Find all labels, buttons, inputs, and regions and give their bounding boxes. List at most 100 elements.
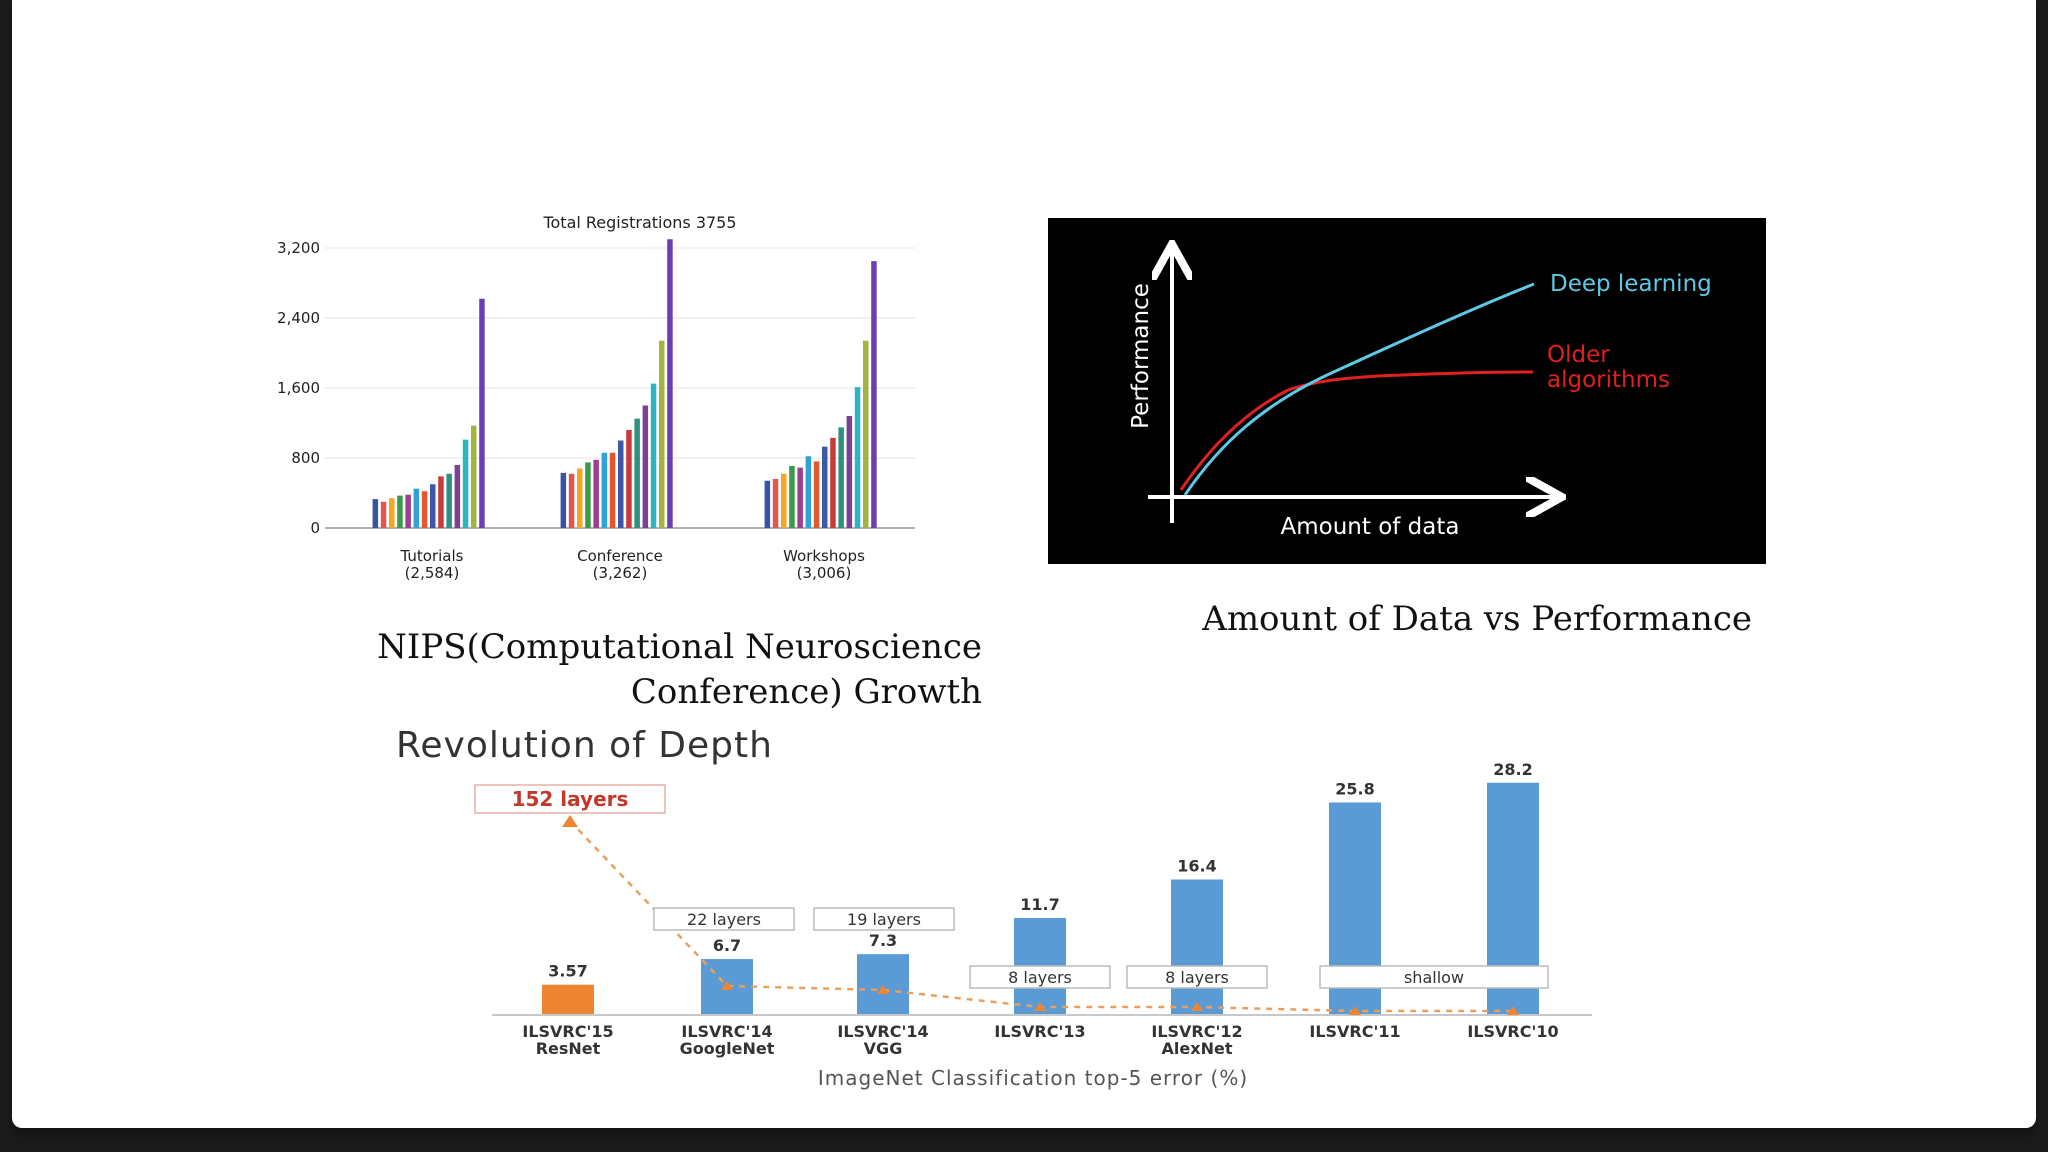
x-category-total: (3,262)	[593, 564, 648, 582]
x-subcategory-label: ResNet	[536, 1039, 601, 1058]
y-tick-label: 1,600	[277, 379, 320, 397]
layer-label: 152 layers	[512, 787, 629, 811]
x-axis-label: Amount of data	[1281, 514, 1460, 540]
bar	[454, 465, 461, 528]
bar	[446, 473, 452, 528]
older-algorithms-line	[1179, 370, 1534, 491]
bar	[542, 984, 594, 1014]
bar-value-label: 7.3	[869, 931, 897, 950]
bar-value-label: 3.57	[548, 962, 587, 981]
bar	[764, 480, 771, 528]
bar	[618, 440, 624, 528]
x-subcategory-label: VGG	[864, 1039, 903, 1058]
layer-box	[653, 907, 795, 931]
bar	[560, 472, 567, 528]
bar	[863, 340, 869, 528]
layer-box	[813, 907, 955, 931]
bar	[593, 459, 599, 528]
bar	[413, 488, 420, 528]
nips-registrations-chart: Total Registrations 3755 3,200 2,400 1,600 8…	[250, 198, 930, 598]
layer-box	[474, 784, 666, 814]
bar	[830, 437, 836, 528]
depth-marker	[1349, 1006, 1361, 1015]
x-axis-label: ImageNet Classification top-5 error (%)	[818, 1066, 1248, 1090]
bar	[838, 427, 844, 528]
y-tick-label: 3,200	[277, 239, 320, 257]
bar	[471, 425, 477, 528]
bar-value-label: 28.2	[1493, 760, 1532, 779]
bar	[609, 452, 616, 528]
depth-marker	[1507, 1006, 1519, 1015]
bar	[479, 298, 485, 528]
deep-learning-legend: Deep learning	[1550, 271, 1712, 297]
bar	[667, 239, 673, 528]
bar	[462, 439, 469, 528]
layer-box	[1126, 965, 1268, 989]
bar	[789, 465, 795, 528]
x-category-total: (2,584)	[405, 564, 460, 582]
y-tick-label: 2,400	[277, 309, 320, 327]
bar	[805, 456, 812, 528]
layer-label: 19 layers	[847, 910, 921, 929]
x-category-label: Conference	[577, 547, 663, 565]
bar	[438, 476, 444, 528]
bar-value-label: 16.4	[1177, 857, 1216, 876]
y-axis-label: Performance	[1128, 283, 1154, 429]
layer-box	[969, 965, 1111, 989]
bar	[846, 416, 853, 528]
bar	[854, 387, 861, 528]
y-tick-label: 0	[310, 519, 320, 537]
layer-label: 22 layers	[687, 910, 761, 929]
x-category-label: Workshops	[783, 547, 865, 565]
older-algorithms-legend-1: Older	[1547, 342, 1610, 368]
bar	[634, 418, 640, 528]
trend-arrow-head	[562, 815, 578, 827]
y-tick-label: 800	[291, 449, 320, 467]
depth-marker	[1034, 1002, 1046, 1011]
bar	[871, 261, 877, 528]
older-algorithms-legend-2: algorithms	[1547, 367, 1670, 393]
bar	[397, 495, 403, 528]
x-category-label: Tutorials	[400, 547, 464, 565]
x-category-label: ILSVRC'15	[522, 1022, 613, 1041]
bar	[813, 461, 820, 528]
deep-learning-line	[1183, 282, 1535, 496]
x-category-label: ILSVRC'14	[681, 1022, 772, 1041]
slide: Total Registrations 3755 3,200 2,400 1,600 8…	[12, 0, 2036, 1128]
x-category-total: (3,006)	[797, 564, 852, 582]
bar	[1171, 879, 1223, 1014]
x-category-label: ILSVRC'12	[1151, 1022, 1242, 1041]
chart-title: Total Registrations 3755	[542, 213, 736, 232]
depth-marker	[877, 985, 889, 994]
x-category-label: ILSVRC'13	[994, 1022, 1085, 1041]
bar	[577, 468, 583, 528]
bar	[601, 452, 608, 528]
data-vs-performance-chart: Amount of data Performance Deep learning Ol…	[1048, 218, 1766, 564]
bar-value-label: 25.8	[1335, 779, 1374, 798]
bar	[405, 494, 411, 528]
x-category-label: ILSVRC'10	[1467, 1022, 1558, 1041]
bar	[585, 462, 591, 528]
bar	[659, 340, 665, 528]
bar-value-label: 11.7	[1020, 895, 1059, 914]
data-perf-caption: Amount of Data vs Performance	[1202, 599, 1752, 639]
x-category-label: ILSVRC'11	[1309, 1022, 1400, 1041]
bar	[772, 479, 779, 528]
bar	[421, 491, 428, 528]
x-category-label: ILSVRC'14	[837, 1022, 928, 1041]
x-subcategory-label: AlexNet	[1162, 1039, 1233, 1058]
bar	[372, 499, 379, 528]
depth-marker	[1191, 1002, 1203, 1011]
nips-caption: NIPS(Computational Neuroscience Conferen…	[377, 627, 982, 712]
bar	[389, 498, 395, 528]
bar	[781, 473, 787, 528]
bar	[380, 501, 387, 528]
bar-value-label: 6.7	[713, 936, 741, 955]
depth-marker	[721, 981, 733, 990]
revolution-of-depth-chart: Revolution of Depth 3.57 ILSVRC'15 ResNet 6.…	[372, 715, 1622, 1100]
bar	[822, 446, 828, 528]
x-subcategory-label: GoogleNet	[680, 1039, 775, 1058]
bar	[650, 383, 657, 528]
bar	[430, 484, 436, 528]
bar	[857, 954, 909, 1014]
